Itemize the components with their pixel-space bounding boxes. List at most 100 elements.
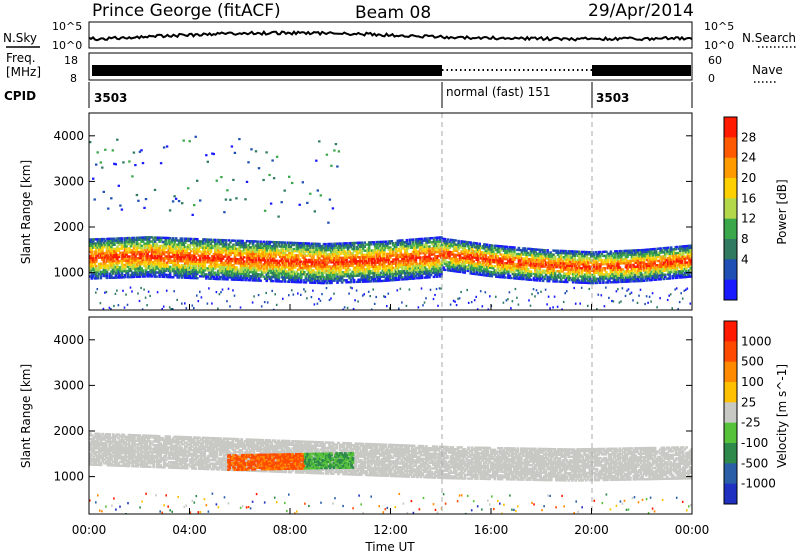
power-cell — [214, 244, 217, 248]
power-cell — [241, 278, 244, 282]
power-cell — [458, 266, 462, 269]
power-cell — [104, 272, 107, 276]
power-cell — [230, 268, 234, 271]
power-cell — [288, 253, 291, 257]
power-cell — [538, 252, 542, 256]
power-cell — [463, 265, 466, 268]
power-cell — [132, 247, 136, 250]
power-cell — [360, 266, 363, 269]
power-cell — [283, 241, 287, 244]
power-cell — [358, 270, 362, 273]
power-cell — [137, 246, 140, 250]
power-cell — [381, 267, 385, 270]
power-cell — [179, 245, 183, 248]
power-cell — [171, 261, 175, 265]
power-cell — [146, 238, 149, 241]
power-cell — [405, 265, 409, 268]
power-cell — [301, 246, 305, 249]
power-cell — [510, 252, 513, 255]
power-cell — [188, 268, 192, 271]
power-cell — [392, 266, 395, 269]
power-cell — [309, 277, 312, 280]
power-cell — [378, 277, 381, 281]
power-cell — [129, 245, 133, 248]
freq-left-tick-bottom: 8 — [70, 72, 77, 85]
power-cell — [128, 259, 131, 262]
power-cell — [217, 249, 220, 252]
power-cell — [223, 211, 226, 214]
power-cell — [535, 277, 539, 280]
power-cell — [301, 248, 305, 251]
power-cell — [146, 262, 149, 266]
power-cell — [291, 260, 294, 263]
power-cell — [328, 244, 332, 248]
power-cell — [116, 289, 118, 292]
power-cell — [315, 265, 318, 268]
power-cell — [547, 275, 551, 279]
power-cell — [584, 269, 587, 272]
power-cell — [236, 268, 240, 271]
power-cell — [564, 252, 567, 255]
power-cell — [553, 265, 557, 269]
power-cell — [472, 270, 475, 273]
power-cell — [577, 273, 581, 276]
power-cell — [260, 246, 264, 250]
power-cell — [268, 269, 271, 272]
power-cell — [381, 263, 385, 266]
power-cell — [218, 263, 222, 266]
power-cell — [387, 275, 391, 278]
power-cell — [259, 240, 262, 243]
power-cell — [140, 259, 143, 262]
power-cell — [138, 271, 142, 274]
power-cell — [562, 262, 566, 265]
power-cell — [461, 262, 465, 266]
power-cell — [523, 271, 527, 275]
power-cell — [239, 252, 243, 255]
power-cell — [511, 254, 515, 257]
power-cell — [271, 240, 274, 244]
power-cell — [269, 263, 273, 266]
power-cell — [410, 246, 413, 250]
power-cell — [493, 261, 497, 264]
power-cell — [373, 277, 377, 281]
power-cell — [389, 256, 392, 259]
power-cell — [325, 249, 329, 252]
power-cell — [182, 270, 186, 273]
power-cell — [576, 260, 579, 264]
power-cell — [221, 241, 225, 244]
power-cell — [487, 252, 491, 255]
power-cell — [364, 259, 368, 263]
power-cell — [378, 265, 381, 268]
power-cell — [325, 153, 329, 156]
power-cell — [102, 307, 105, 310]
power-cell — [209, 242, 213, 245]
power-cell — [226, 274, 229, 277]
power-cell — [537, 258, 540, 262]
power-cell — [202, 252, 205, 255]
power-cell — [475, 246, 478, 249]
power-cell — [99, 270, 103, 274]
power-cell — [590, 281, 593, 285]
power-cell — [95, 238, 98, 241]
power-cell — [342, 262, 345, 266]
power-cell — [153, 254, 157, 258]
power-cell — [532, 256, 536, 259]
power-cell — [181, 249, 184, 253]
power-cell — [567, 276, 570, 280]
power-cell — [110, 239, 113, 242]
power-cell — [585, 253, 589, 256]
power-cell — [559, 251, 563, 255]
power-cell — [431, 263, 434, 266]
power-cell — [230, 257, 234, 261]
power-cell — [313, 248, 317, 252]
power-cell — [310, 263, 314, 266]
power-cell — [313, 275, 317, 278]
power-cell — [111, 270, 115, 273]
power-cell — [476, 254, 480, 258]
power-cell — [126, 273, 130, 277]
power-cell — [96, 288, 99, 291]
power-cell — [537, 254, 540, 258]
power-cell — [177, 255, 181, 259]
power-cell — [392, 250, 395, 253]
power-cell — [200, 266, 204, 270]
